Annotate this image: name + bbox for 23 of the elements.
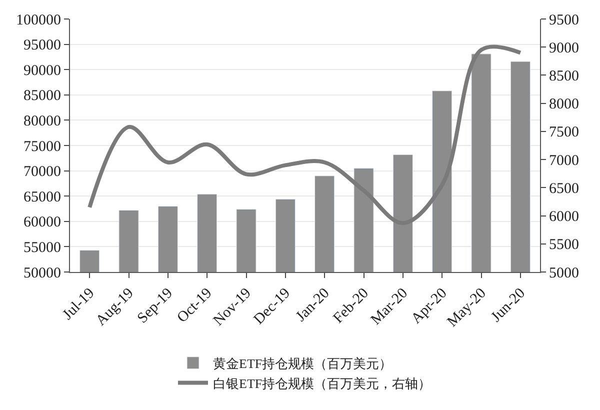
y2-tick-label: 6000: [549, 209, 579, 226]
y-tick-label: 85000: [24, 88, 61, 104]
y2-tick-label: 6500: [549, 180, 579, 197]
legend-label: 白银ETF持仓规模（百万美元，右轴）: [213, 376, 432, 391]
y-tick-label: 70000: [24, 164, 61, 180]
y2-tick-label: 9500: [549, 12, 579, 28]
y-tick-label: 90000: [24, 62, 61, 79]
y-tick-label: 60000: [24, 214, 61, 231]
y-tick-label: 80000: [24, 113, 61, 130]
y-tick-label: 95000: [24, 38, 61, 54]
y-tick-label: 65000: [24, 189, 61, 206]
y2-tick-label: 9000: [549, 40, 579, 56]
legend-label: 黄金ETF持仓规模（百万美元）: [213, 356, 392, 371]
y2-tick-label: 8500: [549, 68, 579, 84]
y2-tick-label: 8000: [549, 96, 579, 113]
y2-tick-label: 7000: [549, 152, 579, 169]
y-tick-label: 50000: [24, 265, 61, 282]
y2-tick-label: 5000: [549, 265, 579, 282]
y-tick-label: 75000: [24, 138, 61, 155]
y2-tick-label: 5500: [549, 237, 579, 254]
y-tick-label: 100000: [16, 12, 61, 28]
y-tick-label: 55000: [24, 240, 61, 256]
y2-tick-label: 7500: [549, 124, 579, 141]
